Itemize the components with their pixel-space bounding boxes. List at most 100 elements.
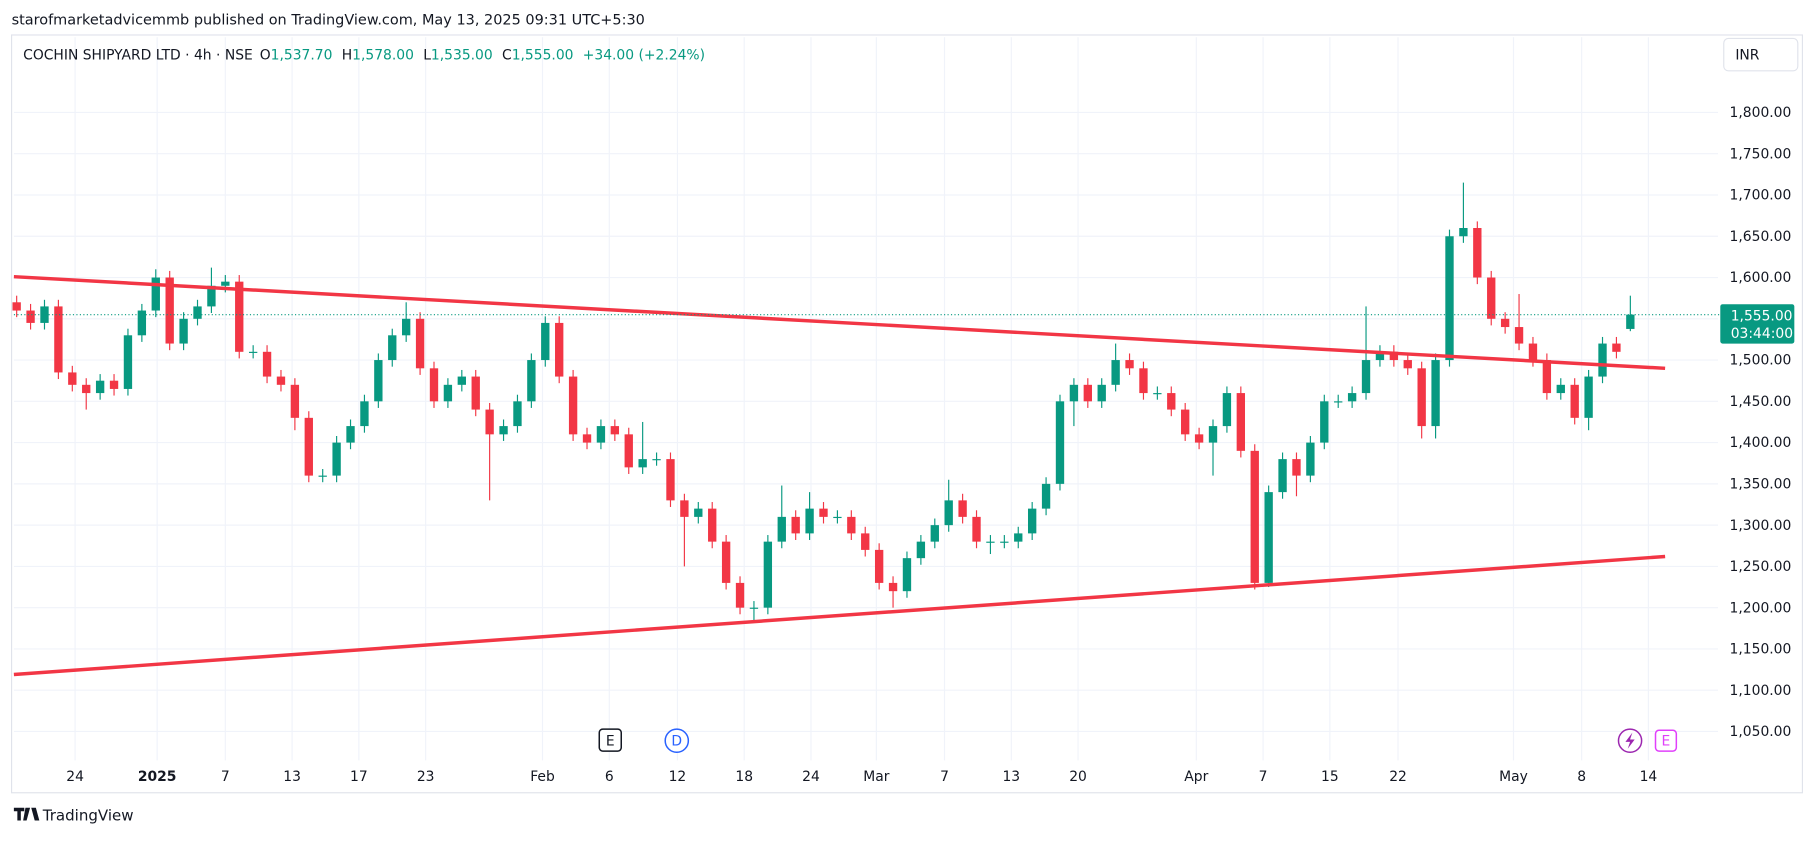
candle-body	[207, 285, 216, 307]
currency-button[interactable]	[1723, 37, 1799, 72]
publisher: starofmarketadvicemmb published on Tradi…	[12, 13, 645, 29]
marks	[12, 182, 1721, 677]
candle-body	[457, 376, 466, 385]
candle-body	[833, 516, 842, 519]
y-tick-label: 1,600.00	[1730, 270, 1792, 286]
x-tick-label: 13	[1002, 769, 1020, 785]
candle-body	[944, 500, 953, 526]
candle-body	[388, 335, 397, 361]
candle-body	[610, 426, 620, 435]
grid	[13, 37, 1718, 761]
candle-body	[1500, 318, 1510, 328]
currency-label[interactable]: INR	[1735, 47, 1759, 63]
x-tick-label: 14	[1640, 769, 1658, 785]
candle-body	[888, 582, 898, 592]
candle-body	[1347, 393, 1357, 402]
x-tick-label: 24	[802, 769, 820, 785]
candle-body	[1459, 228, 1468, 237]
candle-body	[276, 376, 286, 385]
candle-body	[401, 318, 411, 336]
candle-body	[54, 306, 63, 373]
candle-body	[262, 351, 272, 377]
candle-body	[1264, 492, 1273, 583]
event-icon[interactable]	[598, 728, 623, 752]
x-tick-label: 7	[1259, 769, 1268, 785]
ohlc-value: 1,578.00	[352, 47, 414, 63]
x-tick-label: 12	[669, 769, 687, 785]
y-tick-label: 1,400.00	[1730, 435, 1792, 451]
candle-body	[1278, 459, 1287, 493]
candle-body	[791, 516, 800, 534]
candle-body	[1055, 401, 1065, 484]
x-tick-label: 8	[1577, 769, 1586, 785]
candle-body	[666, 459, 675, 501]
candle-body	[1487, 277, 1496, 319]
candle-body	[930, 525, 939, 542]
y-tick-label: 1,450.00	[1730, 394, 1792, 410]
candle-body	[1027, 508, 1037, 534]
lightning-icon	[1625, 732, 1635, 749]
candle-body	[1236, 393, 1246, 451]
trendline	[13, 274, 1666, 371]
ohlc-key: O	[260, 47, 271, 63]
y-tick-label: 1,300.00	[1730, 518, 1792, 534]
event-label[interactable]: D	[671, 733, 682, 749]
x-tick-label: 7	[221, 769, 230, 785]
event-label[interactable]: E	[606, 733, 615, 749]
candle-body	[1125, 360, 1134, 369]
candle-body	[499, 426, 508, 435]
candle-body	[221, 281, 230, 286]
x-tick-label: 15	[1321, 769, 1339, 785]
candle-body	[721, 541, 731, 583]
candle-body	[374, 360, 383, 402]
candle-body	[429, 368, 439, 402]
x-tick-label: Feb	[530, 769, 555, 785]
brand: TradingView	[42, 807, 134, 825]
candle-body	[137, 310, 147, 336]
candle-body	[443, 384, 453, 402]
symbol: COCHIN SHIPYARD LTD · 4h · NSE	[23, 47, 253, 63]
candle-body	[1041, 483, 1051, 509]
candle-body	[26, 310, 35, 323]
candle-body	[986, 541, 995, 543]
candle-body	[1111, 360, 1120, 385]
candle-body	[1000, 541, 1009, 543]
candle-body	[958, 500, 967, 517]
candle-body	[151, 277, 160, 311]
brand-logo	[13, 807, 40, 821]
candle-body	[638, 459, 647, 468]
event-label[interactable]: E	[1662, 733, 1671, 749]
candle-body	[165, 277, 174, 344]
chart-frame	[10, 34, 1804, 794]
candle-body	[179, 318, 188, 344]
candle-body	[1334, 401, 1343, 403]
y-tick-label: 1,100.00	[1730, 683, 1792, 699]
candle-body	[1292, 459, 1301, 476]
candle-body	[972, 516, 981, 542]
last-price-box	[1720, 304, 1795, 344]
candle-body	[527, 360, 536, 402]
candle-body	[708, 508, 717, 542]
x-tick-label: Apr	[1184, 769, 1208, 785]
candle-body	[1250, 450, 1259, 583]
candle-body	[1598, 343, 1607, 377]
y-tick-label: 1,200.00	[1730, 600, 1792, 616]
ohlc-key: H	[342, 47, 352, 63]
candle-body	[596, 426, 606, 443]
candle-body	[1375, 351, 1385, 361]
event-icon[interactable]	[1654, 729, 1678, 752]
candle-body	[861, 533, 870, 550]
x-tick-label: 13	[283, 769, 301, 785]
ohlc-key: L	[423, 47, 431, 63]
candle-body	[235, 281, 244, 352]
x-tick-label: 20	[1069, 769, 1087, 785]
candle-body	[318, 475, 327, 477]
event-icon[interactable]	[664, 728, 690, 754]
y-tick-label: 1,500.00	[1730, 353, 1792, 369]
x-tick-label: 18	[735, 769, 753, 785]
candle-body	[1626, 314, 1635, 329]
candle-body	[1320, 401, 1329, 443]
candle-body	[95, 380, 105, 394]
